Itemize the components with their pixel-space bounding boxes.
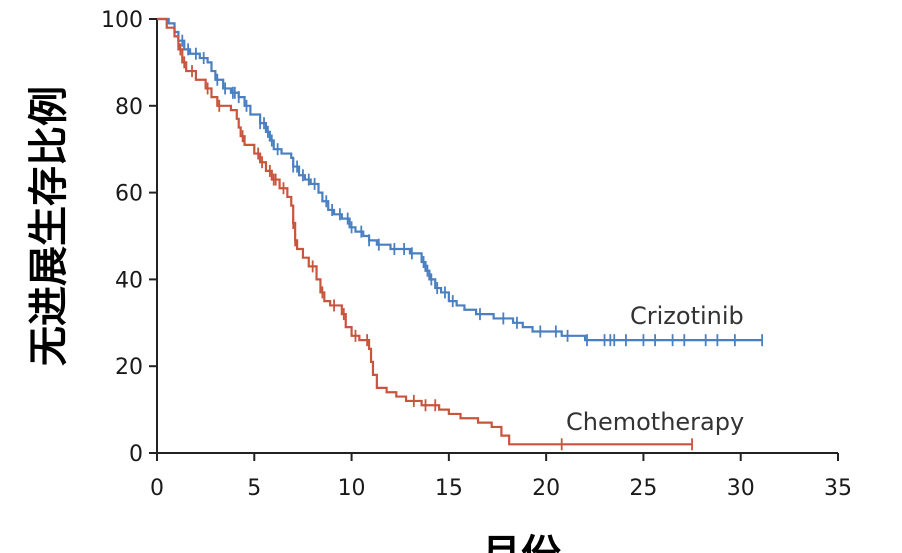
y-tick-label: 20 bbox=[115, 355, 143, 380]
x-tick-label: 5 bbox=[247, 476, 261, 501]
y-tick-label: 100 bbox=[101, 8, 143, 33]
y-tick-label: 80 bbox=[115, 95, 143, 120]
chemotherapy-series-label: Chemotherapy bbox=[566, 408, 744, 436]
chemotherapy-censor-marks bbox=[179, 43, 693, 451]
x-axis-title: 月份 bbox=[481, 532, 561, 553]
x-tick-label: 20 bbox=[532, 476, 560, 501]
chemotherapy-survival-curve bbox=[157, 17, 693, 446]
crizotinib-censor-marks bbox=[181, 34, 764, 347]
crizotinib-survival-curve bbox=[157, 17, 763, 342]
x-tick-label: 35 bbox=[824, 476, 852, 501]
y-axis-ticks: 0 20 40 60 80 100 bbox=[101, 8, 157, 467]
y-tick-label: 0 bbox=[129, 442, 143, 467]
axes: 0 5 10 15 20 25 30 35 0 20 40 60 80 100 bbox=[101, 8, 852, 501]
y-tick-label: 40 bbox=[115, 268, 143, 293]
crizotinib-series-label: Crizotinib bbox=[630, 302, 744, 330]
x-tick-label: 10 bbox=[338, 476, 366, 501]
x-tick-label: 25 bbox=[629, 476, 657, 501]
series-layer bbox=[157, 17, 764, 451]
x-axis-ticks: 0 5 10 15 20 25 30 35 bbox=[150, 453, 852, 501]
x-tick-label: 0 bbox=[150, 476, 164, 501]
y-axis-title: 无进展生存比例 bbox=[26, 86, 72, 366]
x-tick-label: 30 bbox=[727, 476, 755, 501]
y-tick-label: 60 bbox=[115, 182, 143, 207]
x-tick-label: 15 bbox=[435, 476, 463, 501]
